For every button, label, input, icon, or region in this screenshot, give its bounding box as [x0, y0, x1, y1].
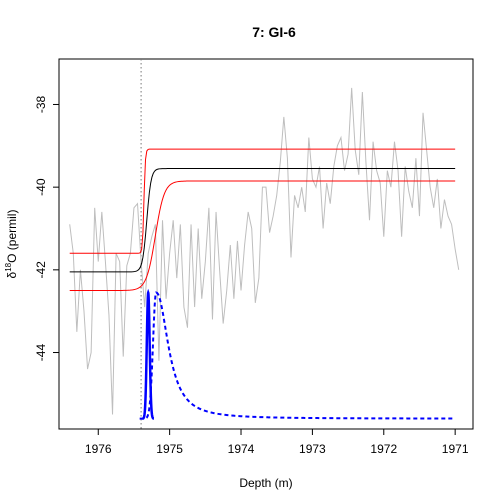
y-tick-label-2: -40	[34, 178, 48, 196]
y-axis-title-prefix: δ	[5, 271, 19, 278]
y-axis-title-sup: 18	[4, 262, 13, 271]
x-tick-label-5: 1971	[442, 442, 469, 456]
x-tick-label-4: 1972	[370, 442, 397, 456]
x-axis: 1976 1975 1974 1973 1972 1971	[85, 429, 469, 456]
plot-layer	[69, 59, 460, 429]
y-axis: -44 -42 -40 -38	[34, 95, 59, 361]
x-tick-label-2: 1974	[228, 442, 255, 456]
y-tick-label-1: -42	[34, 261, 48, 279]
fit-lower-line	[69, 180, 456, 292]
fit-upper-line	[69, 148, 456, 254]
plot-frame	[58, 58, 474, 430]
x-tick-label-3: 1973	[299, 442, 326, 456]
x-tick-label-0: 1976	[85, 442, 112, 456]
x-axis-title: Depth (m)	[239, 476, 292, 490]
y-axis-title: δ18O (permil)	[4, 210, 19, 279]
fit-mean-line	[69, 168, 456, 273]
chart-title: 7: GI-6	[252, 24, 296, 40]
y-tick-label-3: -38	[34, 95, 48, 113]
y-axis-title-suffix: O (permil)	[5, 210, 19, 263]
onset-density-dashed-line	[139, 291, 456, 420]
onset-density-solid-line	[142, 288, 155, 420]
raw-data-line	[69, 87, 460, 415]
y-tick-label-0: -44	[34, 344, 48, 362]
x-tick-label-1: 1975	[156, 442, 183, 456]
